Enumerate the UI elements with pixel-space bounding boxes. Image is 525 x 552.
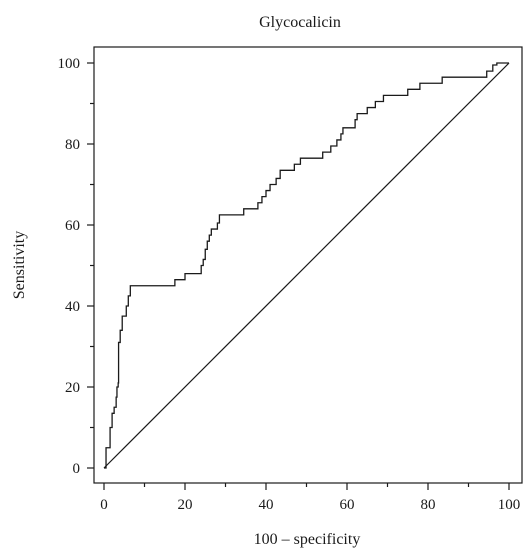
x-axis: 0 20 40 60 80 100 xyxy=(100,483,520,513)
y-axis: 0 20 40 60 80 100 xyxy=(58,56,94,477)
y-tick-label: 60 xyxy=(65,218,80,234)
y-tick-label: 100 xyxy=(58,56,81,72)
x-tick-label: 80 xyxy=(421,497,436,513)
reference-diagonal-line xyxy=(103,62,510,469)
x-tick-label: 100 xyxy=(498,497,521,513)
x-axis-label: 100 – specificity xyxy=(254,531,361,548)
x-tick-label: 20 xyxy=(178,497,193,513)
y-axis-label: Sensitivity xyxy=(11,231,28,299)
y-tick-label: 20 xyxy=(65,380,80,396)
plot-frame xyxy=(93,46,523,484)
y-tick-label: 40 xyxy=(65,299,80,315)
chart-title: Glycocalicin xyxy=(259,14,341,31)
roc-curve-line xyxy=(104,62,509,469)
x-tick-label: 0 xyxy=(100,497,108,513)
y-tick-label: 80 xyxy=(65,137,80,153)
x-tick-label: 40 xyxy=(259,497,274,513)
x-tick-label: 60 xyxy=(340,497,355,513)
y-tick-label: 0 xyxy=(73,461,81,477)
